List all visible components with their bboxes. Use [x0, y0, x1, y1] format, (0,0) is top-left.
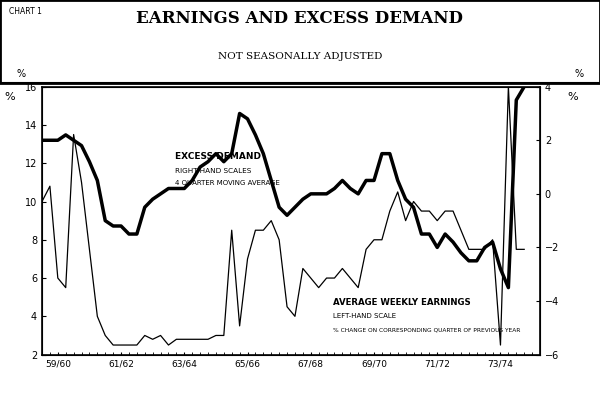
Text: RIGHT-HAND SCALES: RIGHT-HAND SCALES [175, 168, 251, 174]
Text: 4 QUARTER MOVING AVERAGE: 4 QUARTER MOVING AVERAGE [175, 180, 280, 186]
Text: CHART 1: CHART 1 [9, 7, 42, 16]
Text: LEFT-HAND SCALE: LEFT-HAND SCALE [333, 313, 396, 319]
Text: EXCESS DEMAND: EXCESS DEMAND [175, 152, 261, 162]
Text: %: % [574, 69, 584, 79]
Text: EARNINGS AND EXCESS DEMAND: EARNINGS AND EXCESS DEMAND [137, 10, 464, 27]
Text: %: % [16, 69, 26, 79]
Text: NOT SEASONALLY ADJUSTED: NOT SEASONALLY ADJUSTED [218, 52, 382, 61]
Text: %: % [567, 92, 578, 102]
Text: % CHANGE ON CORRESPONDING QUARTER OF PREVIOUS YEAR: % CHANGE ON CORRESPONDING QUARTER OF PRE… [333, 328, 520, 333]
Text: AVERAGE WEEKLY EARNINGS: AVERAGE WEEKLY EARNINGS [333, 298, 470, 307]
Text: %: % [4, 92, 15, 102]
